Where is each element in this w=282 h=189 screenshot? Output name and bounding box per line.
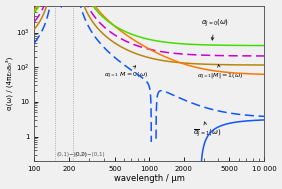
Text: (0,0)−(0,1): (0,0)−(0,1): [74, 153, 105, 157]
Text: $\overline{\alpha}_{J=1}(\omega)$: $\overline{\alpha}_{J=1}(\omega)$: [193, 122, 221, 140]
Text: $\alpha_{J=0}(\omega)$: $\alpha_{J=0}(\omega)$: [201, 18, 229, 40]
Text: (0,1)−(0,2): (0,1)−(0,2): [57, 153, 87, 157]
Text: $\alpha_{J=1}|M|{=}1(\omega)$: $\alpha_{J=1}|M|{=}1(\omega)$: [197, 65, 243, 81]
Y-axis label: α(ω) / (4πε₀a₀³): α(ω) / (4πε₀a₀³): [6, 57, 13, 110]
X-axis label: wavelength / μm: wavelength / μm: [114, 174, 185, 184]
Text: $\alpha_{J=1}\ M{=}0(\omega)$: $\alpha_{J=1}\ M{=}0(\omega)$: [103, 66, 148, 81]
